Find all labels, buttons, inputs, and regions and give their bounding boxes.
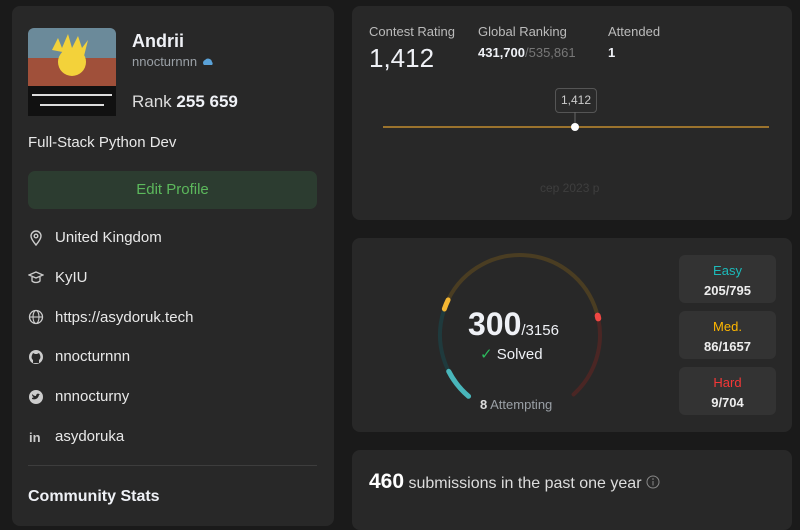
username: nnocturnnn — [132, 54, 213, 69]
date-label: сер 2023 р — [540, 181, 600, 195]
ring-segment — [446, 368, 472, 399]
avatar — [28, 28, 116, 116]
attended: 1 — [608, 45, 616, 60]
divider — [28, 465, 317, 466]
ring-segment — [571, 317, 602, 397]
name: Andrii — [132, 31, 184, 51]
difficulty-name: Med. — [713, 319, 742, 334]
solved-total: /3156 — [521, 322, 559, 339]
check-icon: ✓ — [480, 346, 493, 363]
solved-number: 300 — [468, 306, 522, 342]
contest-card — [352, 6, 792, 220]
submissions-count: 460 — [369, 470, 405, 493]
ring-segment — [441, 297, 451, 312]
ring-segment — [443, 253, 599, 314]
detail-icon: in — [29, 430, 41, 445]
detail-icon — [30, 229, 42, 246]
rank-value: 255 659 — [176, 92, 238, 111]
contest-rating: 1,412 — [369, 43, 435, 73]
detail-icon — [29, 389, 43, 404]
page: Andrii nnocturnnn Rank 255 659 Full-Stac… — [12, 6, 792, 530]
global-ranking-label: Global Ranking — [478, 24, 567, 39]
attempting: 8 Attempting — [480, 397, 552, 412]
detail-icon — [28, 309, 44, 325]
ranking-total: /535,861 — [525, 45, 576, 60]
progress-ring — [438, 253, 602, 399]
detail-text: United Kingdom — [55, 229, 162, 246]
submissions: 460 submissions in the past one year — [369, 470, 660, 494]
detail-icon — [29, 349, 43, 364]
solved-count: 300/3156 — [468, 306, 559, 343]
difficulty-name: Easy — [713, 263, 742, 278]
detail-text: asydoruka — [55, 428, 125, 445]
ranking-value: 431,700 — [478, 45, 525, 60]
detail-row: KyIU — [28, 269, 88, 286]
detail-row: United Kingdom — [28, 229, 162, 246]
difficulty-value: 86/1657 — [704, 339, 751, 354]
detail-text: nnocturnnn — [55, 348, 131, 366]
difficulty-box: Easy 205/795 — [679, 255, 776, 303]
detail-row: nnocturnnn — [28, 348, 130, 365]
global-ranking: 431,700/535,861 — [478, 45, 576, 60]
detail-row: https://asydoruk.tech — [28, 309, 193, 326]
attended-label: Attended — [608, 24, 661, 39]
detail-row: in asydoruka — [28, 428, 124, 445]
edit-profile-button[interactable]: Edit Profile — [28, 171, 317, 209]
bio: Full-Stack Python Dev — [28, 134, 177, 151]
attempting-count: 8 — [480, 397, 488, 412]
submissions-label: submissions in the past one year — [408, 475, 642, 492]
solved-text: Solved — [496, 346, 543, 363]
difficulty-value: 205/795 — [704, 283, 751, 298]
svg-text:in: in — [29, 430, 41, 445]
difficulty-name: Hard — [713, 375, 742, 390]
rating-line — [383, 112, 769, 131]
tooltip: 1,412 — [555, 88, 597, 113]
username-text: nnocturnnn — [132, 54, 198, 69]
detail-text: nnnocturny — [55, 388, 130, 406]
community-stats-title: Community Stats — [28, 488, 160, 505]
difficulty-box: Med. 86/1657 — [679, 311, 776, 359]
difficulty-value: 9/704 — [711, 395, 744, 410]
ring-segment — [594, 312, 602, 322]
info-icon — [646, 475, 660, 489]
contest-rating-label: Contest Rating — [369, 24, 455, 39]
cloud-icon — [202, 58, 213, 65]
detail-text: KyIU — [55, 268, 88, 286]
attempting-label: Attempting — [490, 397, 553, 412]
rank-label: Rank — [132, 92, 172, 111]
detail-row: nnnocturny — [28, 388, 129, 405]
rank: Rank 255 659 — [132, 92, 238, 112]
detail-text: https://asydoruk.tech — [55, 308, 194, 326]
solved-label: ✓ Solved — [480, 345, 543, 363]
difficulty-box: Hard 9/704 — [679, 367, 776, 415]
detail-icon — [28, 271, 44, 284]
